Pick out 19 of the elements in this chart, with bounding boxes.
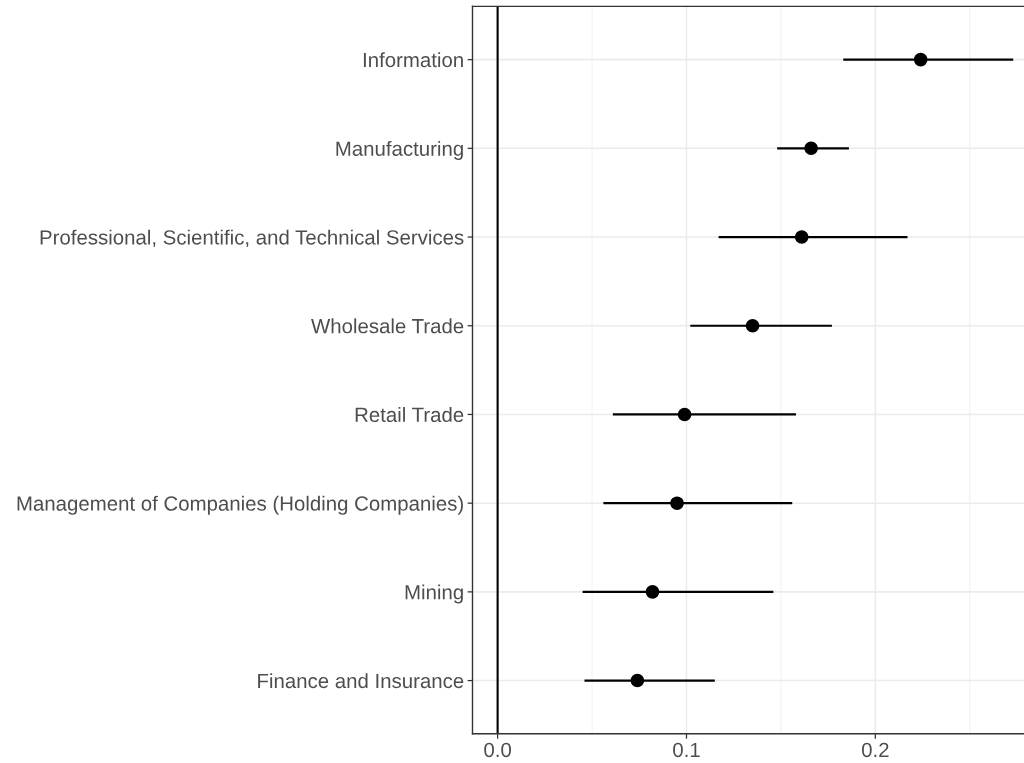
point xyxy=(804,141,818,156)
point xyxy=(645,585,660,599)
point xyxy=(677,407,692,422)
y-tick-label: Retail Trade xyxy=(355,407,464,423)
point xyxy=(913,52,928,67)
point xyxy=(794,230,809,244)
x-tick-label: 0.0 xyxy=(484,742,512,758)
point xyxy=(670,496,684,510)
y-tick-label: Finance and Insurance xyxy=(258,673,464,689)
point xyxy=(745,318,760,333)
y-tick-label: Wholesale Trade xyxy=(311,318,464,334)
y-tick-label: Mining xyxy=(405,584,463,604)
point xyxy=(630,673,645,688)
x-tick-label: 0.1 xyxy=(673,742,700,758)
y-tick-label: Management of Companies (Holding Companies) xyxy=(17,495,463,515)
x-tick-label: 0.2 xyxy=(861,742,889,758)
y-tick-label: Manufacturing xyxy=(336,140,463,160)
y-tick-label: Information xyxy=(363,52,463,68)
y-tick-label: Professional, Scientific, and Technical Services xyxy=(40,229,464,248)
